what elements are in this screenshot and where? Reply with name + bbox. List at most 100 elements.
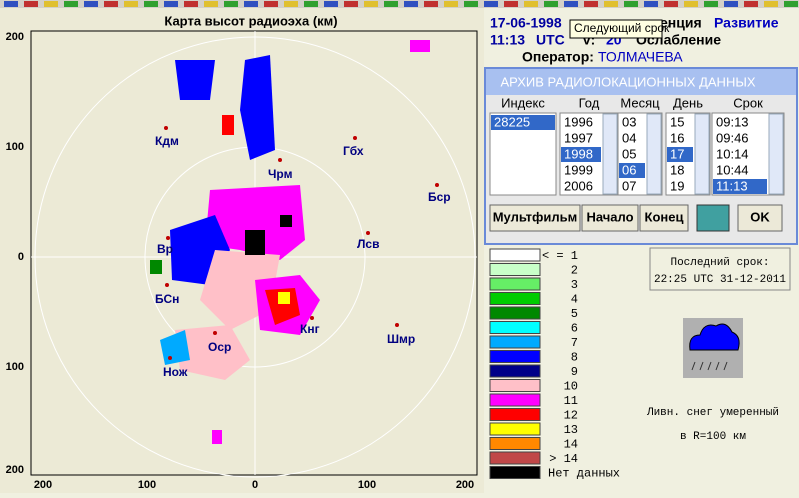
list-item[interactable]: 09:13 <box>716 114 749 129</box>
legend-swatch <box>489 321 541 334</box>
list-item[interactable]: 28225 <box>494 114 530 129</box>
tool-button[interactable] <box>224 1 238 7</box>
tool-button[interactable] <box>44 1 58 7</box>
legend-swatch <box>489 466 541 479</box>
tool-button[interactable] <box>584 1 598 7</box>
tool-button[interactable] <box>604 1 618 7</box>
tool-button[interactable] <box>564 1 578 7</box>
tool-button[interactable] <box>624 1 638 7</box>
button-label[interactable]: Начало <box>586 209 633 224</box>
list-item[interactable]: 1999 <box>564 162 593 177</box>
tool-button[interactable] <box>164 1 178 7</box>
tool-button[interactable] <box>264 1 278 7</box>
list-item[interactable]: 10:14 <box>716 146 749 161</box>
list-item[interactable]: 17 <box>670 146 684 161</box>
tool-button[interactable] <box>704 1 718 7</box>
list-item[interactable]: 11:13 <box>716 178 748 193</box>
list-item[interactable]: 18 <box>670 162 684 177</box>
date: 17-06-1998 <box>490 15 562 31</box>
tool-button[interactable] <box>524 1 538 7</box>
button[interactable] <box>489 204 581 232</box>
list-item[interactable]: 06 <box>622 162 636 177</box>
legend-swatch <box>489 393 541 407</box>
tool-button[interactable] <box>784 1 798 7</box>
last-term-box <box>649 247 791 291</box>
y-tick-label: 200 <box>6 31 24 43</box>
tool-button[interactable] <box>364 1 378 7</box>
button-label[interactable]: Конец <box>645 209 684 224</box>
tool-button[interactable] <box>504 1 518 7</box>
tool-button[interactable] <box>104 1 118 7</box>
tool-button[interactable] <box>184 1 198 7</box>
legend-label: 13 <box>564 423 578 437</box>
tool-button[interactable] <box>64 1 78 7</box>
button[interactable] <box>639 204 689 232</box>
tool-button[interactable] <box>124 1 138 7</box>
time: 11:13 <box>490 32 525 48</box>
tool-button[interactable] <box>244 1 258 7</box>
echo <box>160 330 190 365</box>
selected-item <box>619 163 645 178</box>
tool-button[interactable] <box>4 1 18 7</box>
legend-swatch <box>489 263 541 276</box>
button[interactable] <box>737 204 783 232</box>
scrollbar[interactable] <box>768 113 784 195</box>
scrollbar[interactable] <box>602 113 618 195</box>
button-label[interactable]: OK <box>750 209 770 224</box>
list-item[interactable]: 1997 <box>564 130 593 145</box>
tool-button[interactable] <box>764 1 778 7</box>
list-item[interactable]: 1998 <box>564 146 593 161</box>
tool-button[interactable] <box>484 1 498 7</box>
tool-button[interactable] <box>464 1 478 7</box>
tool-button[interactable] <box>444 1 458 7</box>
tool-button[interactable] <box>24 1 38 7</box>
list-item[interactable]: 03 <box>622 114 636 129</box>
list-item[interactable]: 05 <box>622 146 636 161</box>
column-header: Год <box>579 95 600 110</box>
tool-button[interactable] <box>544 1 558 7</box>
echo <box>205 185 305 260</box>
tool-button[interactable] <box>304 1 318 7</box>
tool-button[interactable] <box>144 1 158 7</box>
scrollbar[interactable] <box>646 113 662 195</box>
tool-button[interactable] <box>344 1 358 7</box>
legend-label: 8 <box>571 351 578 365</box>
x-tick-label: 100 <box>358 479 376 491</box>
echo <box>280 215 292 227</box>
button-label[interactable]: Мультфильм <box>493 209 578 224</box>
list-item[interactable]: 04 <box>622 130 636 145</box>
tool-button[interactable] <box>744 1 758 7</box>
list-item[interactable]: 07 <box>622 178 636 193</box>
x-tick-label: 0 <box>252 479 258 491</box>
map-labels: 200 100 0 100 200 200 100 0 100 200 Кдм Гбх Чрм Бср Вр… <box>6 31 475 491</box>
button[interactable] <box>581 204 639 232</box>
legend-label: 9 <box>571 365 578 379</box>
tool-button[interactable] <box>404 1 418 7</box>
list-item[interactable]: 16 <box>670 130 684 145</box>
tool-button[interactable] <box>284 1 298 7</box>
tool-button[interactable] <box>324 1 338 7</box>
echo <box>265 288 300 325</box>
tool-button[interactable] <box>644 1 658 7</box>
tool-button[interactable] <box>84 1 98 7</box>
toolbar[interactable] <box>0 0 799 8</box>
tool-button[interactable] <box>684 1 698 7</box>
list-item[interactable]: 10:44 <box>716 162 749 177</box>
scrollbar[interactable] <box>694 113 710 195</box>
book-icon[interactable] <box>696 204 730 232</box>
tool-button[interactable] <box>384 1 398 7</box>
station-dot <box>310 316 314 320</box>
list-item[interactable]: 1996 <box>564 114 593 129</box>
legend-label: Нет данных <box>548 467 620 481</box>
list-item[interactable]: 2006 <box>564 178 593 193</box>
list-item[interactable]: 15 <box>670 114 684 129</box>
header: 17-06-1998 11:13 UTC енция Развитие V: 2… <box>490 15 779 65</box>
tool-button[interactable] <box>424 1 438 7</box>
tool-button[interactable] <box>204 1 218 7</box>
tool-button[interactable] <box>724 1 738 7</box>
tool-button[interactable] <box>664 1 678 7</box>
list-item[interactable]: 09:46 <box>716 130 749 145</box>
list-item[interactable]: 19 <box>670 178 684 193</box>
selected-item <box>491 115 555 130</box>
